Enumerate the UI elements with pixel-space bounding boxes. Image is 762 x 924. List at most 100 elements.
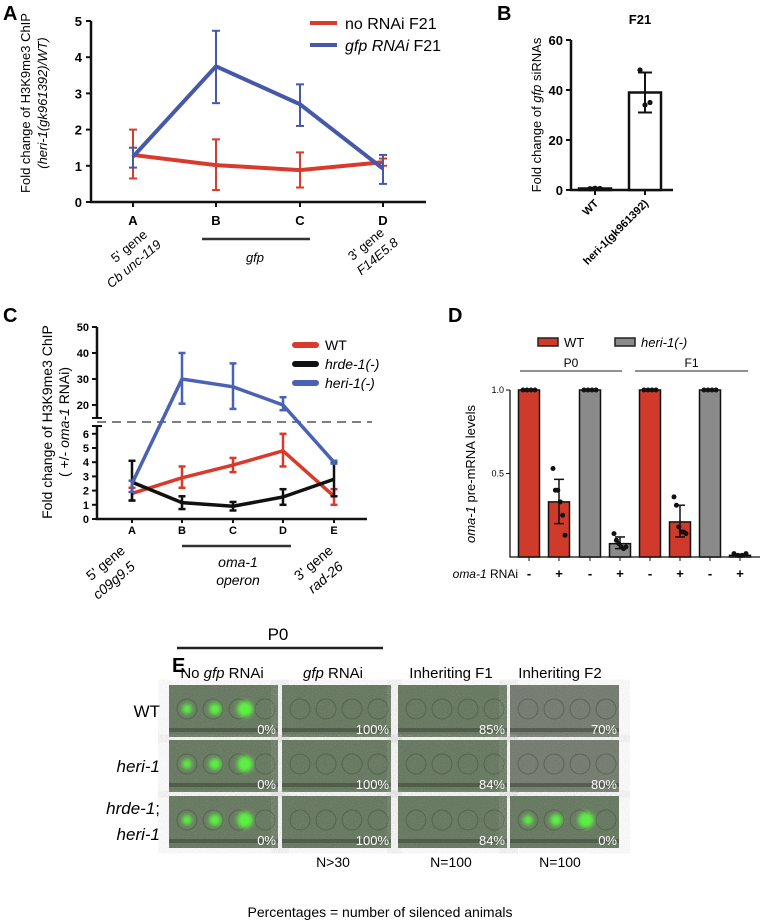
panel-e-footnote: Percentages = number of silenced animals [248,904,513,920]
data-point [587,186,593,192]
x-tick-label: B [178,525,186,537]
rnai-sign: - [527,566,531,581]
data-point [550,465,556,471]
nucleus-outline [315,698,337,720]
rnai-sign: + [555,566,563,581]
nucleus-outline [569,753,591,775]
gut-edge [510,783,619,787]
data-point [597,185,603,192]
y-tick-label: 0 [556,183,563,198]
nucleus-outline [543,753,565,775]
nucleus-outline [367,698,389,720]
y-tick-label: 0 [83,514,89,526]
panel-label-c: C [3,305,17,327]
nucleus-outline [483,753,505,775]
gut-edge [169,728,278,732]
micrograph: 84% [398,796,507,848]
micrograph: 0% [169,796,278,848]
gfp-signal [209,758,221,770]
text-part: heri-1(-) [325,375,375,391]
data-point [623,544,629,550]
text-part: no RNAi F21 [345,16,437,33]
nucleus-outline [289,809,311,831]
y-axis-label-sub: (heri-1(gk961392)/WT) [35,37,50,169]
micrograph: 100% [282,685,391,737]
silenced-percentage: 84% [479,833,505,848]
silenced-percentage: 0% [257,833,276,848]
nucleus-outline [254,698,276,720]
data-point [581,387,587,393]
gut-edge [398,783,507,787]
legend-label: heri-1(-) [325,375,375,391]
data-point [562,532,568,538]
data-point [641,387,647,393]
y-axis-label-sub: ( +/- oma-1 RNAi) [56,367,72,477]
x-tick-label: A [128,525,136,537]
bar [517,389,541,558]
silenced-percentage: 100% [356,722,390,737]
bar [698,389,722,558]
y-tick-label: 3 [75,86,82,101]
silenced-percentage: 0% [257,722,276,737]
nucleus-outline [254,753,276,775]
gfp-signal [523,815,533,825]
micrograph: 70% [510,685,619,737]
nucleus-outline [569,698,591,720]
text-part: pre-mRNA levels [463,405,478,507]
gfp-signal [550,814,562,826]
x-tick-label: A [128,213,138,228]
y-tick-label: 4 [83,457,90,469]
data-point [671,494,677,500]
legend-label: hrde-1(-) [325,356,379,372]
gfp-signal [182,815,192,825]
text-part: hrde-1 [106,799,155,818]
data-point [735,552,741,558]
y-tick-label: 1 [75,159,82,174]
nucleus-outline [405,698,427,720]
text-part: heri-1 [117,825,160,844]
text-part: gfp [204,665,225,682]
legend-label: heri-1(-) [641,335,687,350]
x-tick-label: C [229,525,237,537]
text-part: oma-1 [453,567,487,581]
text-part: hrde-1(-) [325,356,379,372]
series-line [132,152,384,173]
nucleus-outline [457,698,479,720]
nucleus-outline [517,809,539,831]
nucleus-outline [405,753,427,775]
data-point [524,387,530,393]
legend-label: WT [325,337,347,353]
data-point [555,487,561,493]
gut-edge [169,783,278,787]
text-part: ( +/- [56,448,72,477]
nucleus-outline [176,753,198,775]
silenced-percentage: 100% [356,833,390,848]
rnai-sign: - [708,566,712,581]
text-part: RNAi [225,665,264,682]
nucleus-outline [254,809,276,831]
column-header: Inheriting F2 [518,665,601,682]
text-part: (heri-1(gk961392)/WT) [35,37,50,169]
gfp-signal [237,701,253,717]
panel-label-a: A [3,3,17,25]
text-part: WT [564,335,584,350]
nucleus-outline [517,698,539,720]
panel-label-e: E [172,655,185,677]
text-part: WT [134,702,160,721]
data-point [611,531,617,537]
y-tick-label: 0.5 [491,469,504,479]
nucleus-outline [457,753,479,775]
y-tick-label: 1.0 [491,385,504,395]
text-part: RNAi [324,665,363,682]
region-label: operon [216,572,260,588]
nucleus-outline [595,809,617,831]
legend-swatch [614,337,636,347]
silenced-percentage: 84% [479,777,505,792]
gut-edge [510,839,619,843]
nucleus-outline [341,698,363,720]
bar [578,389,602,558]
y-tick-label: 3 [83,471,89,483]
text-part: gfp [303,665,324,682]
x-tick-label: B [211,213,220,228]
y-tick-label: 40 [549,83,563,98]
